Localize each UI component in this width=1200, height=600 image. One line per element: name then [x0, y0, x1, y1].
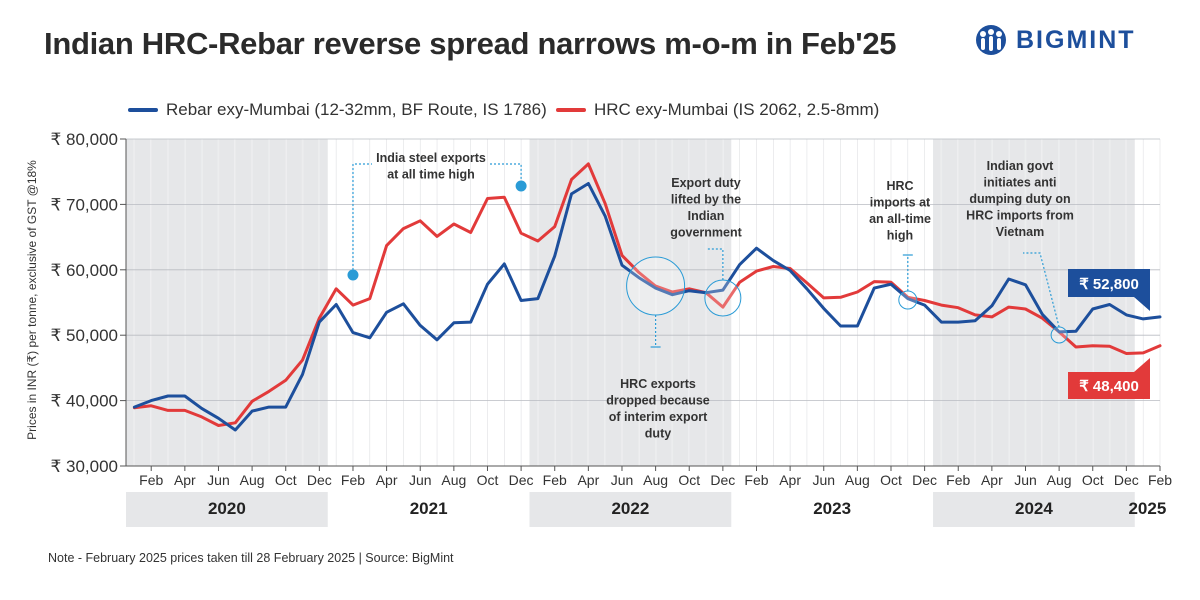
x-tick-label: Feb [946, 472, 970, 488]
x-tick-label: Feb [543, 472, 567, 488]
year-label: 2022 [611, 499, 649, 518]
y-tick-label: ₹ 70,000 [50, 195, 118, 214]
legend-swatch-rebar [128, 108, 158, 112]
x-tick-label: Feb [1148, 472, 1172, 488]
year-shading [126, 139, 1135, 527]
year-label: 2020 [208, 499, 246, 518]
x-tick-label: Apr [779, 472, 801, 488]
legend-label-hrc: HRC exy-Mumbai (IS 2062, 2.5-8mm) [594, 100, 880, 119]
x-tick-label: Oct [477, 472, 499, 488]
highlight-ring [626, 256, 686, 316]
leader-exports-2 [490, 163, 522, 186]
year-shade-plot [126, 139, 328, 466]
x-tick-label: Dec [912, 472, 937, 488]
year-label: 2021 [410, 499, 448, 518]
rebar-callout-tail [1134, 297, 1150, 311]
marker-dot [347, 269, 359, 281]
x-tick-label: Feb [139, 472, 163, 488]
x-tick-label: Feb [341, 472, 365, 488]
grid [126, 138, 1161, 467]
annotation-exports-dropped: HRC exports dropped because of interim exp… [606, 377, 710, 441]
x-tick-label: Feb [744, 472, 768, 488]
year-label: 2024 [1015, 499, 1053, 518]
year-shade-label [126, 492, 328, 527]
x-tick-label: Jun [611, 472, 634, 488]
legend-item-rebar: Rebar exy-Mumbai (12-32mm, BF Route, IS … [128, 100, 547, 120]
hrc-line [132, 162, 1162, 427]
x-tick-label: Aug [441, 472, 466, 488]
x-tick-label: Dec [1114, 472, 1139, 488]
annotations: India steel exports at all time high Expor… [347, 151, 1150, 441]
x-tick-label: Oct [1082, 472, 1104, 488]
footnote: Note - February 2025 prices taken till 2… [48, 551, 454, 565]
hrc-callout-box [1068, 372, 1150, 399]
highlight-ring [704, 279, 742, 317]
y-tick-label: ₹ 40,000 [50, 392, 118, 411]
x-tick-label: Dec [710, 472, 735, 488]
annotation-anti-dumping: Indian govt initiates anti dumping duty on… [966, 159, 1074, 239]
series-lines [132, 162, 1162, 432]
x-tick-label: Apr [376, 472, 398, 488]
leader-anti-dumping [1023, 252, 1060, 328]
logo-text: BIGMINT [1016, 25, 1136, 54]
annotation-export-duty-lifted: Export duty lifted by the Indian government [670, 176, 742, 240]
bigmint-logo: BIGMINT [972, 24, 1136, 56]
year-label: 2023 [813, 499, 851, 518]
hrc-callout-label: ₹ 48,400 [1079, 378, 1139, 395]
x-tick-label: Aug [643, 472, 668, 488]
y-tick-label: ₹ 80,000 [50, 130, 118, 149]
year-label: 2025 [1128, 499, 1166, 518]
annotation-imports-high: HRC imports at an all-time high [869, 179, 931, 243]
highlight-ring [898, 290, 918, 310]
y-tick-label: ₹ 30,000 [50, 457, 118, 476]
rebar-callout-box [1068, 269, 1150, 297]
chart-title: Indian HRC-Rebar reverse spread narrows … [44, 26, 897, 61]
annotation-exports-high: India steel exports at all time high [376, 151, 486, 182]
x-tick-label: Jun [1014, 472, 1037, 488]
rebar-callout-label: ₹ 52,800 [1079, 276, 1139, 293]
year-shade-label [529, 492, 732, 527]
year-shade-label [933, 492, 1135, 527]
x-tick-label: Oct [880, 472, 902, 488]
axes: 2020 2021 2022 2023 2024 2025 ₹ 30,000 ₹ 40,000… [50, 130, 1172, 518]
legend-item-hrc: HRC exy-Mumbai (IS 2062, 2.5-8mm) [556, 100, 879, 120]
x-tick-label: Dec [307, 472, 332, 488]
x-tick-label: Jun [812, 472, 835, 488]
legend-label-rebar: Rebar exy-Mumbai (12-32mm, BF Route, IS … [166, 100, 547, 119]
hrc-callout-tail [1134, 358, 1150, 372]
x-tick-label: Jun [409, 472, 432, 488]
x-tick-label: Apr [577, 472, 599, 488]
x-tick-label: Jun [207, 472, 230, 488]
y-tick-label: ₹ 50,000 [50, 326, 118, 345]
year-shade-plot [529, 139, 732, 466]
y-tick-label: ₹ 60,000 [50, 261, 118, 280]
leader-exports-1 [352, 163, 372, 274]
legend-swatch-hrc [556, 108, 586, 112]
y-axis-label: Prices in INR (₹) per tonne, exclusive o… [25, 160, 39, 440]
x-tick-label: Aug [1047, 472, 1072, 488]
x-tick-label: Oct [275, 472, 297, 488]
people-logo-icon [976, 25, 1006, 55]
rebar-line [132, 182, 1162, 432]
marker-dot [515, 180, 527, 192]
x-tick-label: Apr [174, 472, 196, 488]
x-tick-label: Oct [678, 472, 700, 488]
x-tick-label: Dec [509, 472, 534, 488]
x-tick-label: Apr [981, 472, 1003, 488]
highlight-ring [1050, 326, 1068, 344]
x-tick-label: Aug [845, 472, 870, 488]
x-tick-label: Aug [240, 472, 265, 488]
